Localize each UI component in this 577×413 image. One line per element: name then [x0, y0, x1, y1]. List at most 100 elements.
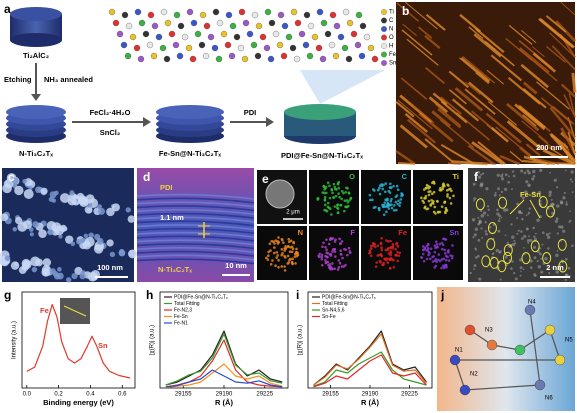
atom-spot [471, 218, 476, 222]
panel-a: a Ti₂AlC₂ Etching NH₃ annealed N-Ti₃C₂Tₓ… [4, 2, 397, 160]
map-signal [339, 253, 343, 256]
legend-label: Sn [389, 61, 396, 67]
atom-spot [473, 197, 477, 201]
panel-label: a [4, 2, 11, 16]
scale-label: 2 μm [286, 210, 299, 216]
map-signal [343, 209, 346, 213]
legend-label: O [389, 35, 394, 41]
panel-g: g Fe Sn 0.0 0.2 0.4 0.6 Binding energy (eV) I… [4, 288, 136, 407]
map-signal [388, 186, 392, 189]
atom-spot [486, 205, 490, 208]
atom [267, 55, 275, 63]
atom [129, 33, 137, 41]
map-signal [429, 190, 432, 193]
grain [106, 207, 115, 217]
atom-spot [516, 202, 520, 206]
lattice-fringe [136, 224, 255, 231]
site-marker [481, 255, 491, 268]
map-signal [371, 244, 375, 248]
atom [337, 33, 345, 41]
streak [440, 143, 475, 165]
map-signal [291, 262, 294, 266]
map-signal [435, 240, 438, 243]
map-signal [293, 252, 297, 256]
atom-spot [479, 209, 483, 212]
atom-spot [534, 274, 537, 278]
streak [521, 120, 549, 144]
legend-swatch [381, 43, 387, 49]
map-signal [424, 186, 428, 190]
grain [32, 221, 39, 228]
map-signal [425, 249, 428, 252]
map-signal [423, 246, 427, 250]
grain [22, 179, 27, 184]
texture [469, 168, 574, 282]
map-signal [338, 237, 341, 241]
streak [471, 141, 504, 166]
atom-spot [519, 258, 523, 262]
material-label: Fe-Sn@N-Ti₃C₂Tₓ [159, 149, 221, 158]
map-signal [446, 255, 449, 259]
map-signal [425, 257, 429, 261]
streak [520, 63, 549, 89]
atom-spot [508, 175, 510, 178]
stack [156, 105, 224, 143]
streak [508, 24, 533, 46]
atom-spot [498, 217, 501, 220]
atom [190, 19, 198, 27]
atom-spot [474, 247, 477, 250]
map-signal [397, 199, 400, 203]
map-signal [280, 248, 284, 251]
atom-spot [513, 271, 516, 275]
streak [506, 102, 540, 132]
map-signal [389, 267, 392, 270]
atom [238, 8, 246, 16]
atom-spot [532, 226, 535, 230]
x-tick-label: 29155 [175, 392, 192, 398]
map-signal [270, 239, 274, 243]
atom [250, 41, 258, 49]
map-signal [432, 199, 435, 203]
element-label: F [350, 228, 355, 237]
atom-spot [571, 191, 574, 194]
map-signal [433, 205, 437, 209]
atom-spot [525, 180, 529, 184]
map-signal [390, 206, 394, 210]
atom-spot [494, 191, 497, 195]
map-signal [378, 186, 381, 190]
map-signal [332, 182, 336, 186]
atom-spot [555, 217, 559, 221]
streak [440, 96, 462, 115]
step-label: NH₃ annealed [44, 75, 93, 84]
map-signal [382, 203, 386, 207]
map-signal [384, 182, 388, 185]
map-signal [324, 258, 327, 262]
map-signal [369, 247, 373, 250]
data-line [313, 330, 427, 386]
atom-spot [473, 268, 476, 270]
atom [228, 52, 236, 60]
atom [285, 33, 293, 41]
atom-spot [545, 232, 549, 237]
grain [0, 213, 9, 222]
map-tile [413, 226, 463, 280]
atom [198, 41, 206, 49]
lattice-fringe [136, 205, 255, 212]
atom [303, 11, 311, 19]
map-signal [392, 204, 396, 207]
layer [6, 105, 66, 119]
atom [116, 30, 124, 38]
map-signal [337, 192, 340, 195]
map-signal [396, 202, 400, 206]
map-signal [280, 253, 284, 257]
atom-spot [484, 230, 488, 233]
atom-spot [516, 232, 519, 235]
atom [133, 44, 141, 52]
atom [164, 19, 172, 27]
map-signal [280, 238, 284, 242]
atom-spot [504, 173, 508, 177]
streak [464, 81, 481, 95]
map-signal [325, 248, 328, 252]
grain [69, 190, 75, 196]
atom [203, 22, 211, 30]
